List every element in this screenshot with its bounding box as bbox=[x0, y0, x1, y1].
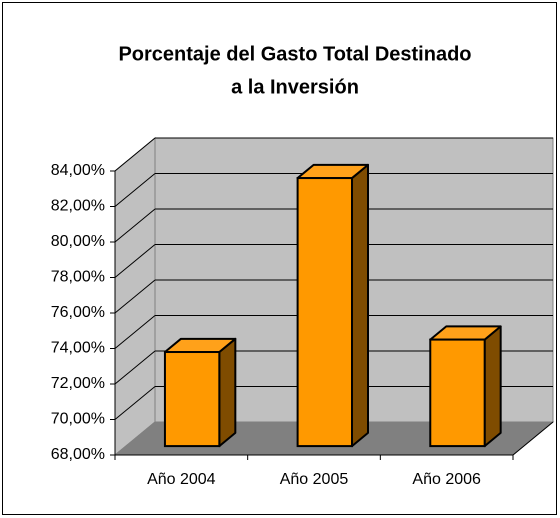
chart-title: Porcentaje del Gasto Total Destinado bbox=[118, 43, 471, 65]
x-tick-label: Año 2005 bbox=[280, 471, 349, 488]
y-tick-label: 76,00% bbox=[51, 304, 105, 321]
grid-line bbox=[114, 173, 156, 207]
bar-side bbox=[483, 325, 502, 448]
grid-line bbox=[114, 350, 156, 385]
y-tick-label: 68,00% bbox=[51, 446, 105, 463]
y-tick-label: 80,00% bbox=[51, 233, 105, 250]
y-tick-label: 70,00% bbox=[51, 411, 105, 428]
y-tick-label: 82,00% bbox=[51, 198, 105, 215]
grid-line bbox=[114, 244, 156, 278]
grid-line bbox=[114, 208, 156, 243]
bar bbox=[163, 351, 221, 448]
grid-line bbox=[114, 386, 156, 420]
y-tick-label: 84,00% bbox=[51, 162, 105, 179]
grid-line bbox=[114, 279, 156, 314]
y-tick-label: 74,00% bbox=[51, 340, 105, 357]
x-tick-label: Año 2006 bbox=[412, 471, 481, 488]
grid-line bbox=[114, 315, 156, 349]
y-tick-label: 78,00% bbox=[51, 269, 105, 286]
floor-edge bbox=[512, 421, 554, 456]
chart-title: a la Inversión bbox=[231, 76, 359, 98]
bar-side bbox=[350, 163, 369, 448]
bar-side bbox=[218, 337, 237, 448]
bar bbox=[429, 338, 486, 448]
y-tick-label: 72,00% bbox=[51, 375, 105, 392]
bar bbox=[296, 177, 353, 448]
x-tick-label: Año 2004 bbox=[147, 471, 216, 488]
grid-line bbox=[114, 137, 156, 172]
